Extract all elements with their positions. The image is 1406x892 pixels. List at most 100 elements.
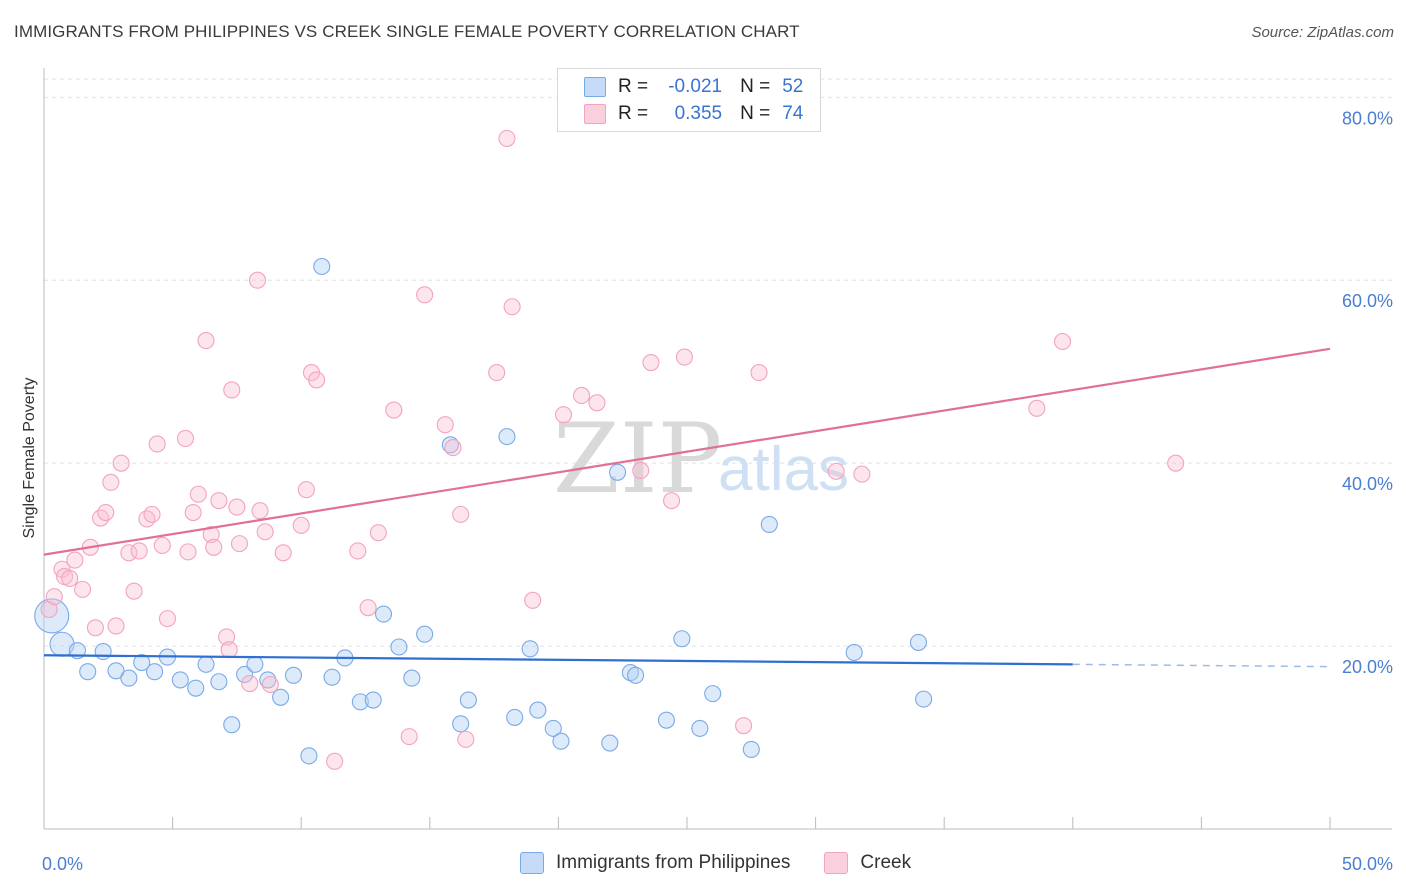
- data-point: [45, 588, 63, 606]
- data-point: [853, 465, 871, 483]
- data-point: [256, 523, 274, 541]
- data-point: [400, 728, 418, 746]
- data-point: [94, 643, 112, 661]
- data-point: [554, 406, 573, 424]
- data-point: [125, 582, 143, 600]
- data-point: [230, 535, 249, 553]
- y-tick-label: 40.0%: [1342, 474, 1393, 494]
- data-point: [609, 463, 627, 481]
- data-point: [529, 701, 547, 719]
- data-point: [228, 498, 246, 516]
- data-point: [663, 492, 681, 510]
- data-point: [34, 598, 70, 634]
- legend-n-label: N =: [740, 76, 771, 97]
- data-point: [503, 298, 521, 316]
- data-point: [691, 719, 709, 737]
- data-point: [184, 503, 202, 522]
- data-point: [40, 600, 58, 619]
- x-tick-label-max: 50.0%: [1342, 854, 1393, 874]
- grid-lines: [44, 78, 1392, 647]
- data-point: [1053, 332, 1072, 351]
- data-point: [521, 640, 539, 658]
- legend-swatch-creek: [584, 104, 606, 124]
- data-point: [179, 543, 197, 561]
- data-point: [241, 675, 259, 693]
- data-point: [742, 740, 760, 758]
- data-point: [704, 685, 722, 703]
- source-credit: Source: ZipAtlas.com: [1251, 24, 1394, 41]
- data-point: [74, 580, 92, 598]
- legend-swatch-philippines: [520, 852, 544, 874]
- data-point: [627, 666, 645, 684]
- data-point: [197, 332, 215, 350]
- data-point: [86, 619, 104, 637]
- data-point: [452, 715, 470, 733]
- data-point: [308, 371, 326, 389]
- data-point: [218, 628, 236, 646]
- data-point: [171, 671, 189, 689]
- trend-line-creek: [43, 347, 1331, 556]
- data-point: [552, 732, 570, 750]
- data-point: [588, 394, 606, 412]
- trend-extension-philippines: [1072, 663, 1331, 668]
- watermark-atlas: atlas: [718, 435, 849, 504]
- data-point: [416, 286, 434, 304]
- legend-item-philippines[interactable]: Immigrants from Philippines: [520, 852, 790, 874]
- data-point: [130, 542, 148, 560]
- data-point: [284, 666, 303, 684]
- data-point: [146, 663, 164, 681]
- legend-item-creek[interactable]: Creek: [824, 852, 911, 874]
- axes: [43, 68, 1392, 830]
- data-point: [675, 348, 693, 366]
- data-point: [66, 551, 84, 569]
- data-point: [506, 708, 524, 726]
- data-point: [750, 364, 768, 382]
- data-point: [107, 662, 125, 680]
- data-point: [369, 524, 387, 542]
- data-point: [133, 653, 151, 672]
- data-point: [112, 454, 130, 472]
- data-point: [459, 691, 477, 709]
- data-point: [97, 503, 115, 522]
- x-ticks: [43, 817, 1331, 829]
- watermark: ZIP atlas: [553, 403, 849, 515]
- legend-row-creek: R = 0.355 N = 74: [584, 102, 803, 126]
- series-layer: [34, 129, 1185, 770]
- data-point: [223, 381, 241, 399]
- y-axis-title: Single Female Poverty: [21, 378, 38, 539]
- data-point: [673, 630, 691, 648]
- legend-swatch-creek: [824, 852, 849, 874]
- data-point: [601, 734, 619, 752]
- data-point: [148, 435, 166, 453]
- legend-n-value: 74: [782, 103, 804, 124]
- legend-r-value: 0.355: [674, 103, 723, 124]
- data-point: [326, 752, 344, 770]
- trend-layer: [43, 347, 1331, 668]
- data-point: [374, 605, 393, 623]
- data-point: [1028, 399, 1046, 417]
- data-point: [300, 747, 318, 765]
- legend-n-label: N =: [740, 103, 771, 124]
- data-point: [79, 663, 97, 681]
- legend-n-value: 52: [782, 76, 804, 97]
- data-point: [642, 353, 660, 372]
- data-point: [261, 675, 279, 694]
- series-creek: [40, 129, 1185, 770]
- data-point: [488, 364, 506, 382]
- data-point: [827, 462, 845, 480]
- legend-row-philippines: R = -0.021 N = 52: [584, 75, 803, 99]
- data-point: [210, 492, 228, 510]
- data-point: [452, 505, 470, 523]
- data-point: [845, 643, 863, 662]
- data-point: [1167, 454, 1185, 472]
- chart-title: IMMIGRANTS FROM PHILIPPINES VS CREEK SIN…: [14, 22, 800, 41]
- data-point: [735, 717, 753, 735]
- data-point: [390, 638, 408, 656]
- y-tick-label: 60.0%: [1342, 291, 1393, 311]
- data-point: [158, 610, 177, 628]
- data-point: [120, 544, 138, 562]
- data-point: [632, 461, 650, 480]
- y-tick-label: 20.0%: [1342, 657, 1393, 677]
- data-point: [272, 688, 290, 706]
